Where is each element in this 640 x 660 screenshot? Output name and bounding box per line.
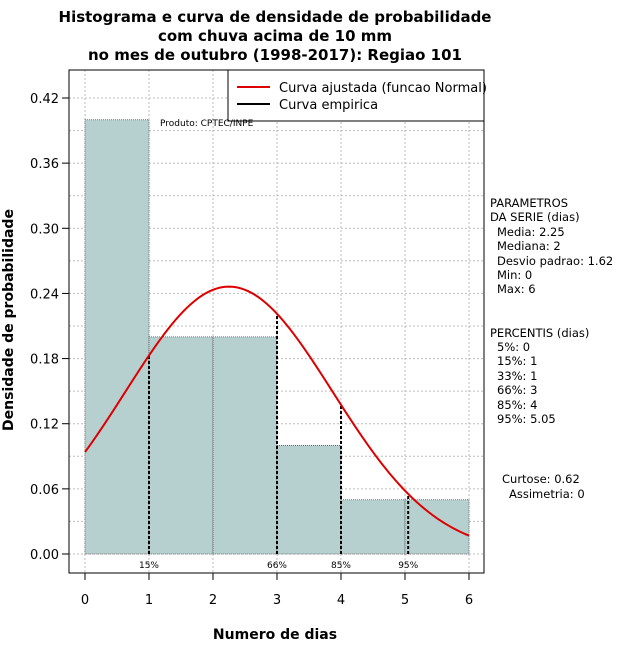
x-tick-label-0: 0 bbox=[81, 593, 89, 608]
percentil-33: 33%: 1 bbox=[497, 369, 537, 383]
y-tick-label-0: 0.00 bbox=[30, 548, 59, 563]
param-sd: Desvio padrao: 1.62 bbox=[497, 254, 613, 268]
chart-title-line-2: com chuva acima de 10 mm bbox=[158, 27, 392, 45]
credit-text: Produto: CPTEC/INPE bbox=[160, 119, 254, 129]
legend-label-empirical: Curva empirica bbox=[279, 98, 378, 113]
histogram-bars bbox=[84, 119, 470, 555]
normal-curve-layer bbox=[84, 285, 470, 537]
chart-title-line-3: no mes de outubro (1998-2017): Regiao 10… bbox=[88, 46, 462, 64]
x-tick-label-3: 3 bbox=[273, 593, 281, 608]
param-min: Min: 0 bbox=[497, 268, 532, 282]
percentis-title: PERCENTIS (dias) bbox=[490, 326, 589, 340]
x-axis-label: Numero de dias bbox=[213, 627, 337, 643]
histogram-bar-4 bbox=[340, 499, 406, 555]
histogram-bar-3 bbox=[276, 445, 342, 555]
param-mean: Media: 2.25 bbox=[497, 225, 565, 239]
y-tick-label-1: 0.06 bbox=[30, 483, 59, 498]
y-tick-label-2: 0.12 bbox=[30, 418, 59, 433]
normal-curve bbox=[84, 285, 470, 537]
y-tick-label-3: 0.18 bbox=[30, 353, 59, 368]
y-axis: 0.00 0.06 0.12 0.18 0.24 0.30 0.36 0.42 bbox=[30, 92, 70, 563]
percentil-95: 95%: 5.05 bbox=[497, 412, 556, 426]
param-median: Mediana: 2 bbox=[497, 239, 561, 253]
percentil-5: 5%: 0 bbox=[497, 340, 530, 354]
params-title-line-2: DA SERIE (dias) bbox=[490, 210, 580, 224]
y-axis-label: Densidade de probabilidade bbox=[1, 209, 17, 431]
percentile-label-0: 15% bbox=[139, 561, 159, 571]
x-tick-label-2: 2 bbox=[209, 593, 217, 608]
histogram-bar-0 bbox=[84, 119, 150, 555]
histogram-bar-5 bbox=[404, 499, 470, 555]
chart-title-line-1: Histograma e curva de densidade de proba… bbox=[59, 8, 492, 26]
legend: Curva ajustada (funcao Normal) Curva emp… bbox=[227, 69, 487, 122]
percentile-label-3: 95% bbox=[398, 561, 418, 571]
stats-panel: PARAMETROS DA SERIE (dias) Media: 2.25 M… bbox=[490, 196, 613, 501]
percentil-85: 85%: 4 bbox=[497, 398, 537, 412]
percentile-label-1: 66% bbox=[267, 561, 287, 571]
percentil-66: 66%: 3 bbox=[497, 383, 537, 397]
y-tick-label-6: 0.36 bbox=[30, 157, 59, 172]
percentil-15: 15%: 1 bbox=[497, 354, 537, 368]
y-tick-label-4: 0.24 bbox=[30, 287, 59, 302]
histogram-bar-1 bbox=[148, 336, 214, 555]
percentile-label-2: 85% bbox=[331, 561, 351, 571]
legend-label-fit: Curva ajustada (funcao Normal) bbox=[279, 81, 487, 96]
x-tick-label-1: 1 bbox=[145, 593, 153, 608]
x-tick-label-6: 6 bbox=[465, 593, 473, 608]
histogram-bar-2 bbox=[212, 336, 278, 555]
param-max: Max: 6 bbox=[497, 282, 536, 296]
stat-kurtosis: Curtose: 0.62 bbox=[502, 472, 580, 486]
percentile-markers: 15% 66% 85% 95% bbox=[139, 313, 419, 571]
x-tick-label-4: 4 bbox=[337, 593, 345, 608]
params-title-line-1: PARAMETROS bbox=[490, 196, 568, 210]
stat-skewness: Assimetria: 0 bbox=[509, 487, 585, 501]
x-tick-label-5: 5 bbox=[401, 593, 409, 608]
y-tick-label-7: 0.42 bbox=[30, 92, 59, 107]
x-axis: 0 1 2 3 4 5 6 bbox=[81, 572, 473, 608]
legend-box bbox=[227, 69, 485, 122]
y-tick-label-5: 0.30 bbox=[30, 222, 59, 237]
